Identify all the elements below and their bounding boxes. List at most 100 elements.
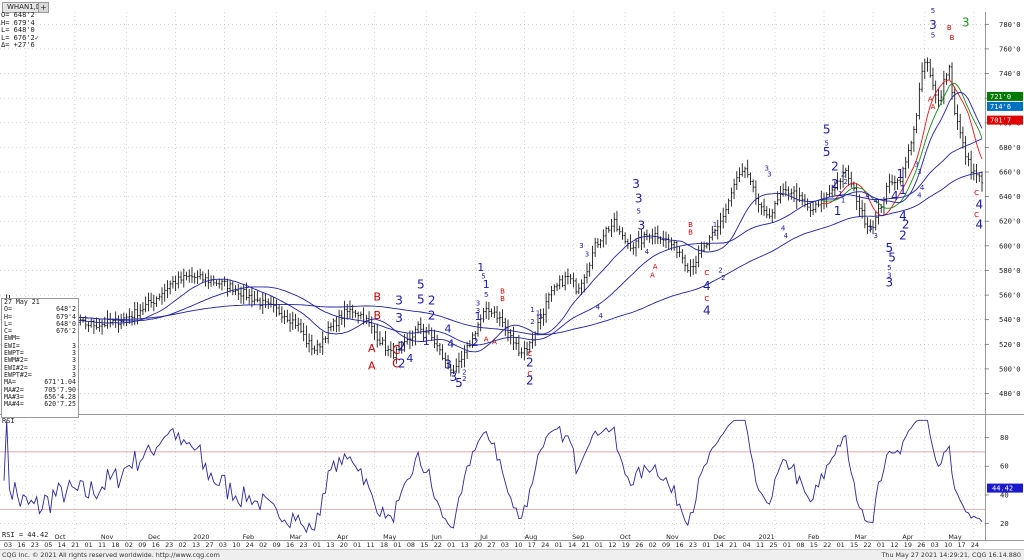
- data-box-value: 3: [72, 356, 76, 365]
- wave-label: 3: [579, 242, 583, 250]
- price-bar: [234, 285, 237, 295]
- price-grid: [0, 12, 985, 412]
- price-bar: [899, 175, 902, 185]
- price-bar: [242, 284, 245, 305]
- price-bar: [893, 175, 897, 191]
- price-bar: [602, 229, 605, 248]
- time-day-label: 11: [367, 541, 375, 549]
- time-day-label: 02: [649, 541, 657, 549]
- price-bar: [833, 180, 837, 197]
- data-box: 27 May 21 O= 648'2 H= 679'4 L= 648'0 C= 676'2 EW…: [1, 298, 79, 418]
- price-bar: [79, 314, 82, 326]
- time-day-label: 16: [675, 541, 683, 549]
- time-day-label: 22: [823, 541, 831, 549]
- price-bar: [531, 332, 534, 349]
- price-bar: [367, 311, 371, 327]
- price-bar: [727, 198, 730, 215]
- price-bar: [305, 325, 308, 348]
- data-box-row: MA#3= 656'4.28: [2, 393, 78, 401]
- time-month-label: Apr: [337, 533, 348, 541]
- price-bar: [198, 268, 202, 280]
- price-bar: [152, 294, 156, 312]
- price-bar: [675, 240, 679, 259]
- time-day-label: 01: [85, 541, 93, 549]
- data-box-date: 27 May 21: [2, 298, 78, 306]
- time-day-label: 02: [179, 541, 187, 549]
- price-bar: [773, 200, 777, 219]
- time-month-label: Apr: [902, 533, 913, 541]
- price-bar: [839, 178, 842, 190]
- price-bar: [474, 331, 477, 341]
- price-bar: [512, 326, 515, 351]
- price-bar: [961, 126, 965, 149]
- wave-label: 2: [428, 294, 436, 308]
- price-bar: [400, 340, 403, 354]
- price-bar: [81, 317, 85, 323]
- time-day-label: 23: [299, 541, 307, 549]
- price-bar: [321, 331, 324, 355]
- wave-label: 2: [462, 375, 466, 383]
- price-bar: [572, 272, 575, 288]
- wave-label: C: [392, 357, 400, 371]
- time-month-label: Feb: [243, 533, 254, 541]
- rsi-tick-label: 60: [1000, 462, 1009, 471]
- price-bar: [850, 171, 853, 188]
- price-bar: [495, 305, 499, 323]
- rsi-tick-label: 80: [1000, 433, 1009, 442]
- time-day-label: 21: [71, 541, 79, 549]
- data-box-key: EWPT=: [4, 349, 24, 358]
- price-bar: [359, 311, 363, 320]
- time-day-label: 21: [729, 541, 737, 549]
- data-box-row: EWM#2= 3: [2, 356, 78, 365]
- price-bar: [604, 226, 608, 245]
- wave-label: 5: [481, 273, 485, 281]
- price-bar: [811, 201, 815, 216]
- price-axis[interactable]: 480'0 500'0 520'0 540'0 560'0 580'0 600'0 620'0…: [985, 20, 1021, 398]
- wave-label: C: [527, 370, 532, 378]
- price-bar: [781, 183, 785, 197]
- rsi-axis[interactable]: 20 40 60 80: [985, 433, 1009, 528]
- data-box-value: 705'7.90: [44, 385, 76, 394]
- time-month-label: Mar: [289, 533, 301, 541]
- price-bar: [697, 245, 700, 268]
- wave-label: A: [368, 342, 376, 355]
- time-day-label: 15: [810, 541, 818, 549]
- price-bar: [732, 178, 736, 200]
- price-bar: [517, 334, 521, 357]
- price-bar: [792, 186, 796, 202]
- time-axis[interactable]: 03 16 23 05 14 21 01 11 18 02 09 16 23 02 13 27 03 10 24 02…: [4, 533, 979, 549]
- price-bar: [656, 225, 660, 244]
- price-tick-label: 620'0: [999, 217, 1021, 226]
- price-bar: [689, 259, 692, 277]
- price-bar: [634, 238, 638, 257]
- price-bar: [716, 219, 719, 240]
- time-day-label: 13: [326, 541, 334, 549]
- price-bar: [721, 207, 725, 229]
- wave-label: 2: [831, 177, 839, 191]
- time-day-label: 19: [622, 541, 630, 549]
- wave-label: A: [928, 95, 933, 103]
- price-bar: [596, 238, 600, 248]
- rsi-tick-label: 20: [1000, 519, 1009, 528]
- price-bar: [585, 263, 589, 284]
- price-bar: [738, 167, 741, 183]
- quote-row: O= 648'2: [1, 11, 35, 19]
- price-tick-label: 540'0: [999, 315, 1021, 324]
- wave-label: 4: [917, 191, 922, 199]
- price-tick-label: 640'0: [999, 192, 1021, 201]
- data-box-row: EWI= 3: [2, 342, 78, 350]
- price-bar: [613, 212, 616, 233]
- price-bar: [678, 246, 681, 258]
- price-bar: [416, 321, 420, 334]
- wave-label: C: [704, 269, 709, 277]
- price-bar: [168, 280, 172, 295]
- price-bar: [820, 190, 823, 213]
- add-tab-button[interactable]: +: [38, 2, 49, 13]
- price-bar: [683, 254, 687, 272]
- wave-label: 1: [896, 167, 904, 181]
- price-bar: [141, 302, 145, 316]
- price-bar: [253, 290, 256, 306]
- price-bar: [877, 199, 880, 225]
- wave-label: 4: [874, 198, 879, 206]
- quote-row: L= 648'0: [1, 26, 35, 35]
